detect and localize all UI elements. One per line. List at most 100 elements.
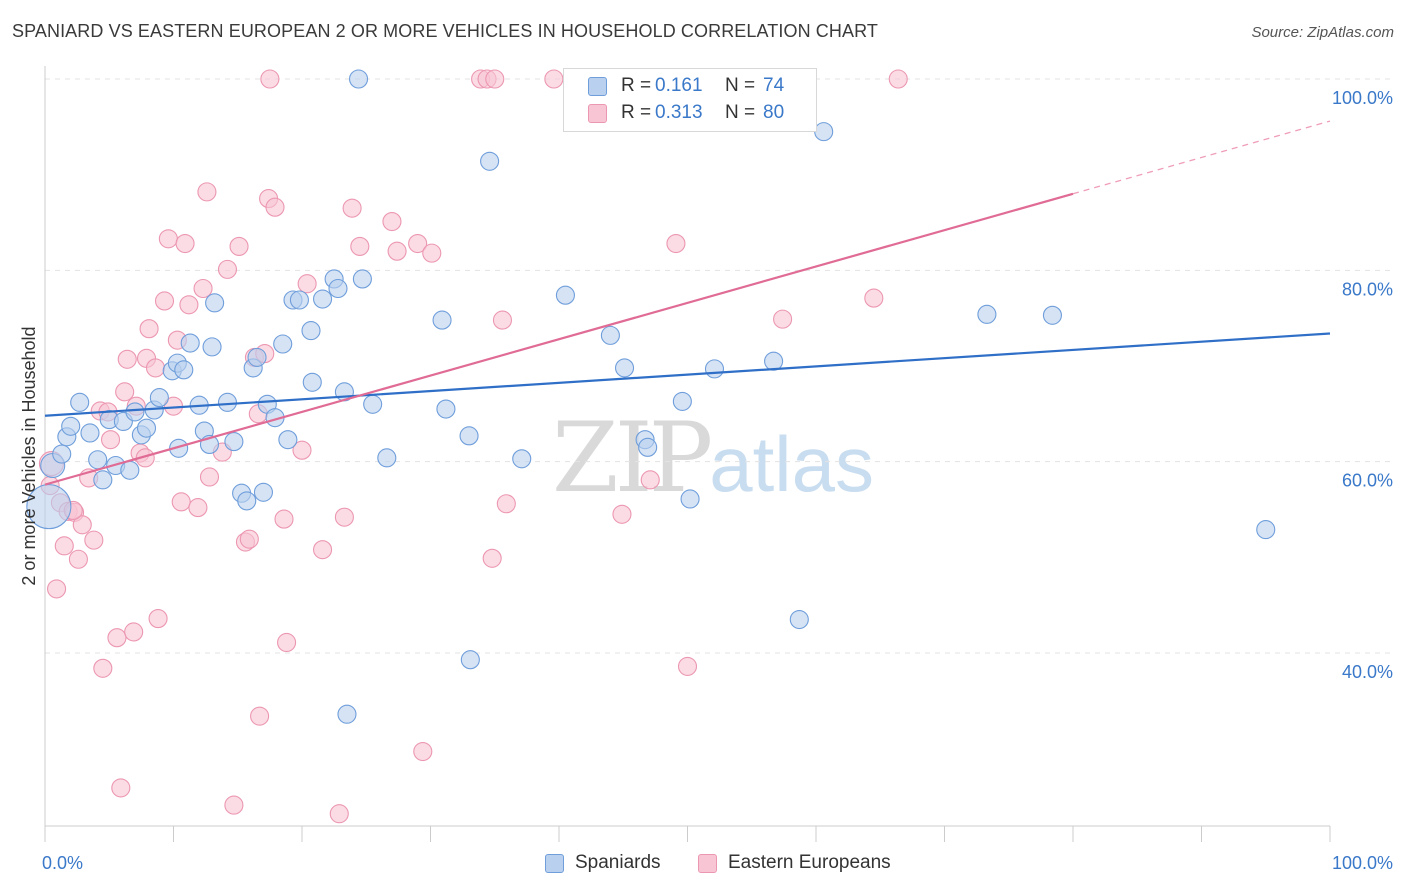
- legend-r-value: 0.161: [655, 75, 703, 96]
- eastern-europeans-point: [544, 69, 564, 89]
- spaniards-point: [459, 426, 479, 446]
- spaniards-point: [614, 358, 635, 378]
- eastern-europeans-point: [107, 628, 127, 648]
- eastern-europeans-point: [93, 658, 113, 678]
- eastern-europeans-point: [124, 622, 144, 642]
- watermark-atlas: atlas: [709, 420, 874, 508]
- eastern-europeans-point: [274, 509, 294, 529]
- source-label: Source: ZipAtlas.com: [1251, 24, 1394, 41]
- eastern-europeans-point: [229, 236, 249, 256]
- eastern-europeans-point: [666, 233, 686, 254]
- eastern-europeans-point: [612, 504, 632, 524]
- eastern-europeans-point: [158, 229, 178, 249]
- legend-r-value: 0.313: [655, 102, 703, 123]
- spaniards-point: [348, 69, 369, 89]
- y-tick-label: 100.0%: [1332, 88, 1393, 108]
- legend-n-label: N =: [725, 75, 756, 96]
- eastern-europeans-point: [482, 548, 502, 568]
- bottom-legend-swatch-spaniards: [545, 854, 564, 873]
- eastern-europeans-point: [313, 540, 333, 560]
- spaniards-point: [302, 372, 322, 392]
- spaniards-trend-line: [44, 332, 1331, 417]
- spaniards-point: [1042, 305, 1062, 325]
- spaniards-point: [120, 460, 140, 480]
- eastern-europeans-point: [148, 609, 168, 629]
- spaniards-point: [136, 418, 157, 438]
- eastern-europeans-point: [382, 211, 402, 232]
- eastern-europeans-point: [171, 492, 191, 512]
- eastern-europeans-point: [68, 549, 88, 569]
- spaniards-point: [600, 325, 620, 345]
- spaniards-point: [93, 470, 113, 490]
- eastern-europeans-point: [197, 182, 217, 202]
- eastern-europeans-point: [342, 198, 362, 218]
- spaniards-points: [26, 69, 1276, 724]
- eastern-europeans-point: [297, 274, 317, 294]
- spaniards-point: [363, 394, 383, 414]
- spaniards-point: [202, 337, 222, 357]
- spaniards-point: [224, 432, 244, 452]
- spaniards-point: [680, 489, 700, 509]
- spaniards-point: [180, 333, 200, 353]
- spaniards-point: [337, 704, 357, 724]
- eastern-europeans-point: [864, 288, 884, 308]
- spaniards-point: [1256, 520, 1276, 540]
- y-tick-label: 40.0%: [1342, 662, 1393, 682]
- eastern-europeans-point: [72, 515, 92, 535]
- eastern-europeans-point: [117, 349, 137, 369]
- trend-lines: [44, 120, 1331, 486]
- spaniards-point: [253, 482, 274, 502]
- spaniards-point: [247, 347, 267, 367]
- spaniards-point: [977, 304, 997, 324]
- spaniards-point: [672, 391, 692, 411]
- eastern-europeans-trend-extension: [1072, 120, 1331, 195]
- legend-r-label: R =: [621, 102, 652, 123]
- eastern-europeans-point: [888, 69, 908, 89]
- eastern-europeans-point: [677, 656, 698, 676]
- eastern-europeans-point: [334, 507, 354, 527]
- eastern-europeans-point: [413, 741, 433, 762]
- bottom-legend-label: Spaniards: [575, 852, 661, 873]
- spaniards-point: [512, 449, 532, 469]
- eastern-europeans-point: [154, 291, 175, 311]
- spaniards-point: [278, 430, 298, 450]
- x-tick-label: 0.0%: [42, 853, 83, 873]
- eastern-europeans-trend-line: [44, 192, 1074, 486]
- eastern-europeans-point: [100, 430, 121, 450]
- eastern-europeans-point: [250, 706, 270, 726]
- spaniards-point: [273, 334, 293, 354]
- legend-r-label: R =: [621, 75, 652, 96]
- spaniards-point: [125, 402, 145, 422]
- eastern-europeans-point: [260, 69, 280, 89]
- eastern-europeans-point: [179, 295, 199, 315]
- legend-n-label: N =: [725, 102, 756, 123]
- spaniards-point: [289, 290, 309, 310]
- eastern-europeans-point: [224, 795, 244, 815]
- legend-n-value: 74: [763, 75, 785, 96]
- eastern-europeans-point: [199, 467, 220, 487]
- spaniards-point: [70, 392, 90, 412]
- tick-labels: 40.0% 60.0% 80.0% 100.0% 0.0% 100.0%: [42, 88, 1393, 873]
- spaniards-point: [638, 437, 658, 457]
- eastern-europeans-point: [47, 579, 67, 599]
- eastern-europeans-point: [292, 440, 312, 460]
- eastern-europeans-point: [84, 530, 104, 550]
- eastern-europeans-point: [54, 536, 74, 556]
- legend-n-value: 80: [763, 102, 785, 123]
- eastern-europeans-point: [387, 241, 407, 261]
- spaniards-point: [764, 351, 784, 371]
- eastern-europeans-point: [277, 632, 297, 653]
- spaniards-point: [704, 359, 725, 379]
- axes: [44, 66, 1331, 842]
- eastern-europeans-point: [329, 804, 349, 824]
- spaniards-point: [789, 609, 809, 630]
- spaniards-point: [432, 310, 452, 330]
- x-tick-label: 100.0%: [1332, 853, 1393, 873]
- chart-title: SPANIARD VS EASTERN EUROPEAN 2 OR MORE V…: [12, 21, 878, 41]
- eastern-europeans-point: [265, 197, 285, 217]
- eastern-europeans-point: [239, 529, 259, 549]
- spaniards-point: [352, 269, 372, 289]
- eastern-europeans-point: [408, 233, 428, 254]
- eastern-europeans-point: [111, 778, 131, 798]
- spaniards-point: [480, 151, 500, 171]
